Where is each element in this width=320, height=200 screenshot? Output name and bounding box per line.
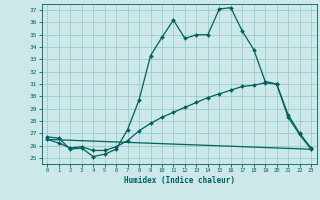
X-axis label: Humidex (Indice chaleur): Humidex (Indice chaleur) [124,176,235,185]
